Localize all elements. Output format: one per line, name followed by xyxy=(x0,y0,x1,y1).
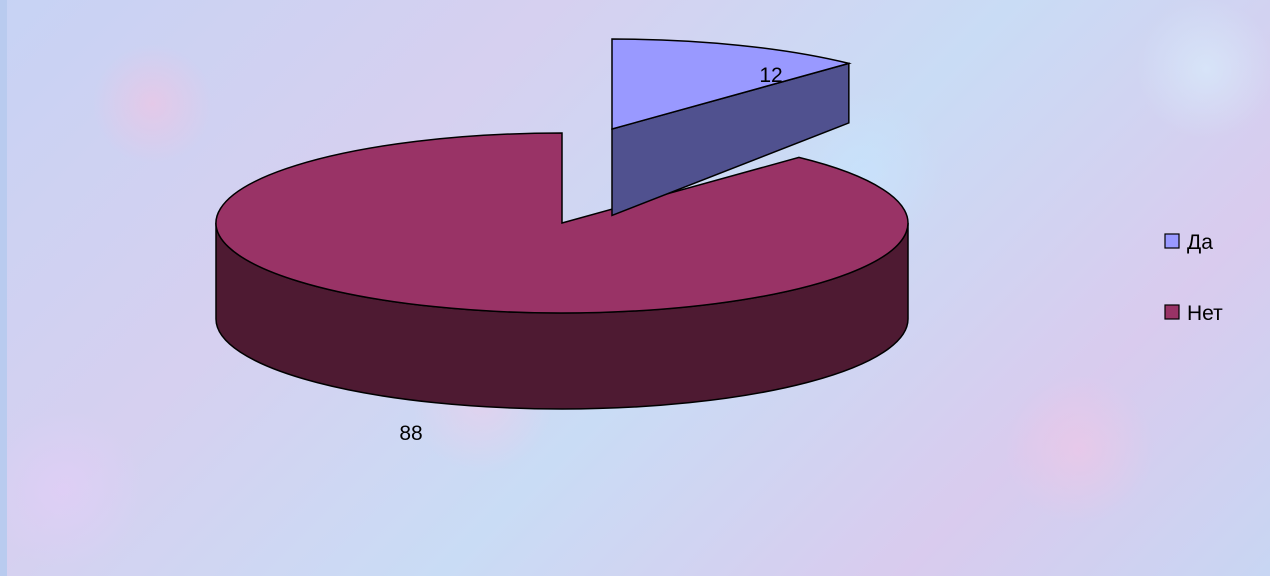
legend-label-net: Нет xyxy=(1187,302,1223,325)
legend-label-da: Да xyxy=(1187,231,1213,254)
data-label-da: 12 xyxy=(759,64,782,87)
data-labels: 12 88 xyxy=(399,64,782,445)
pie-slices xyxy=(215,38,909,410)
legend-swatch-da xyxy=(1164,233,1180,249)
data-label-net: 88 xyxy=(399,422,422,445)
slice-top-face xyxy=(215,132,909,314)
legend-swatch-net xyxy=(1164,304,1180,320)
chart-legend: Да Нет xyxy=(1164,231,1223,325)
pie-slice-net xyxy=(215,132,909,410)
slide-left-edge xyxy=(0,0,7,576)
pie-slice-da xyxy=(611,38,852,217)
slice-top-face xyxy=(611,38,852,130)
